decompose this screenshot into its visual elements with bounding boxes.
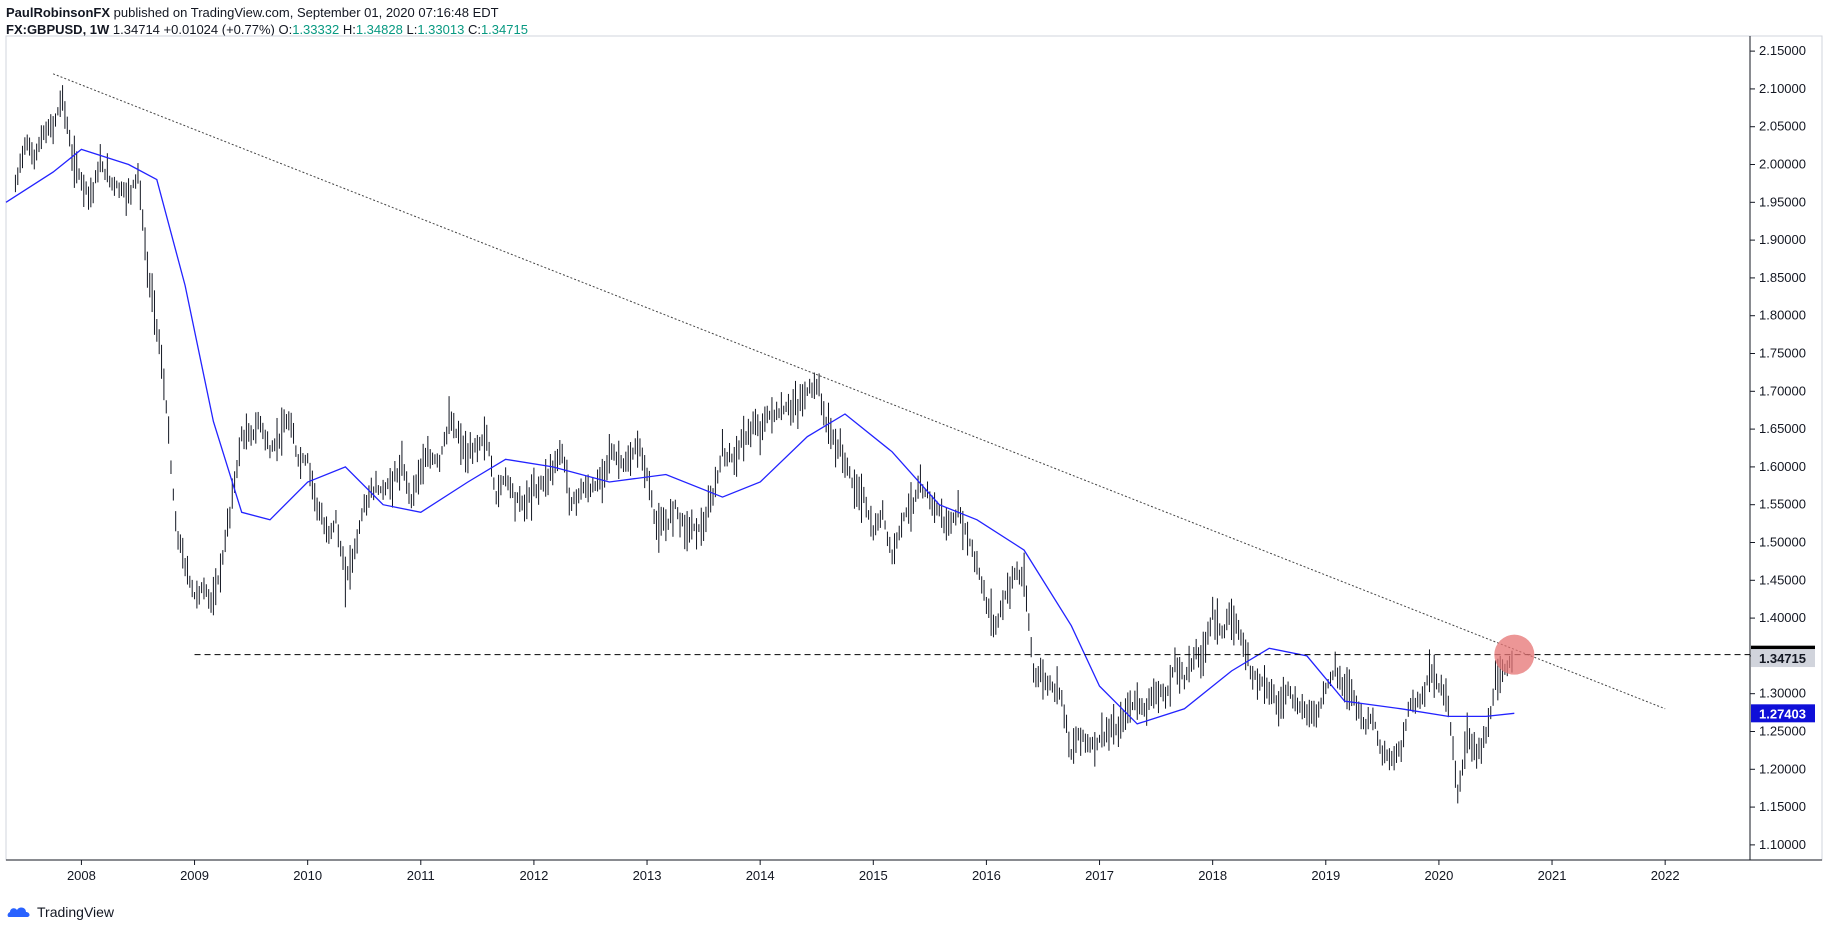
time-tick-label: 2011 [407, 868, 435, 883]
price-bars [14, 85, 1513, 804]
time-tick-label: 2016 [972, 868, 1001, 883]
high-label: H: [342, 22, 356, 37]
price-tick-label: 1.50000 [1759, 534, 1806, 549]
time-tick-label: 2020 [1424, 868, 1453, 883]
chart-header: PaulRobinsonFX published on TradingView.… [6, 5, 528, 38]
price-badge-label: 1.27403 [1759, 706, 1806, 721]
time-tick-label: 2010 [293, 868, 322, 883]
time-tick-label: 2014 [746, 868, 775, 883]
price-tick-label: 1.30000 [1759, 686, 1806, 701]
price-tick-label: 2.15000 [1759, 43, 1806, 58]
close-label: C: [467, 22, 481, 37]
price-tick-label: 2.05000 [1759, 119, 1806, 134]
price-tick-label: 1.15000 [1759, 799, 1806, 814]
open-value: 1.33332 [292, 22, 340, 37]
price-tick-label: 2.10000 [1759, 81, 1806, 96]
price-tick-label: 1.40000 [1759, 610, 1806, 625]
price-badge-gray [1751, 649, 1815, 668]
price-change: +0.01024 (+0.77%) [163, 22, 275, 37]
chart-frame [5, 35, 1823, 861]
price-tick-label: 1.75000 [1759, 346, 1806, 361]
time-tick-label: 2013 [633, 868, 662, 883]
price-tick-label: 1.60000 [1759, 459, 1806, 474]
moving-average-line [5, 148, 1515, 725]
price-badge-label: 1.34715 [1759, 651, 1806, 666]
time-tick-label: 2022 [1651, 868, 1680, 883]
time-tick-label: 2015 [859, 868, 888, 883]
price-tick-label: 1.45000 [1759, 572, 1806, 587]
price-tick-label: 1.10000 [1759, 837, 1806, 852]
price-tick-label: 1.55000 [1759, 497, 1806, 512]
interval[interactable]: 1W [89, 22, 110, 37]
tradingview-logo-icon [7, 907, 30, 917]
close-value: 1.34715 [480, 22, 528, 37]
low-label: L: [406, 22, 418, 37]
low-value: 1.33013 [417, 22, 465, 37]
price-tick-label: 1.80000 [1759, 308, 1806, 323]
author-name[interactable]: PaulRobinsonFX [6, 5, 110, 20]
time-tick-label: 2009 [180, 868, 209, 883]
footer-brand-text: TradingView [37, 904, 115, 920]
publish-info: PaulRobinsonFX published on TradingView.… [6, 5, 528, 21]
price-tick-label: 1.65000 [1759, 421, 1806, 436]
price-tick-label: 2.00000 [1759, 157, 1806, 172]
price-badge-blue [1751, 704, 1815, 723]
symbol-name[interactable]: FX:GBPUSD [6, 22, 83, 37]
highlight-circle [1494, 634, 1535, 675]
price-tick-label: 1.90000 [1759, 232, 1806, 247]
open-label: O: [278, 22, 293, 37]
time-tick-label: 2017 [1085, 868, 1114, 883]
time-tick-label: 2021 [1538, 868, 1567, 883]
price-tick-label: 1.85000 [1759, 270, 1806, 285]
last-price: 1.34714 [112, 22, 160, 37]
price-tick-label: 1.70000 [1759, 383, 1806, 398]
time-tick-label: 2012 [519, 868, 548, 883]
published-text: published on TradingView.com, September … [113, 5, 499, 20]
footer-brand[interactable]: TradingView [6, 900, 114, 924]
price-tick-label: 1.20000 [1759, 761, 1806, 776]
time-tick-label: 2008 [67, 868, 96, 883]
price-tick-label: 1.95000 [1759, 194, 1806, 209]
price-tick-label: 1.25000 [1759, 723, 1806, 738]
time-tick-label: 2019 [1311, 868, 1340, 883]
time-tick-label: 2018 [1198, 868, 1227, 883]
high-value: 1.34828 [355, 22, 403, 37]
trendline[interactable] [52, 73, 1666, 710]
symbol-row: FX:GBPUSD, 1W 1.34714 +0.01024 (+0.77%) … [6, 22, 528, 37]
